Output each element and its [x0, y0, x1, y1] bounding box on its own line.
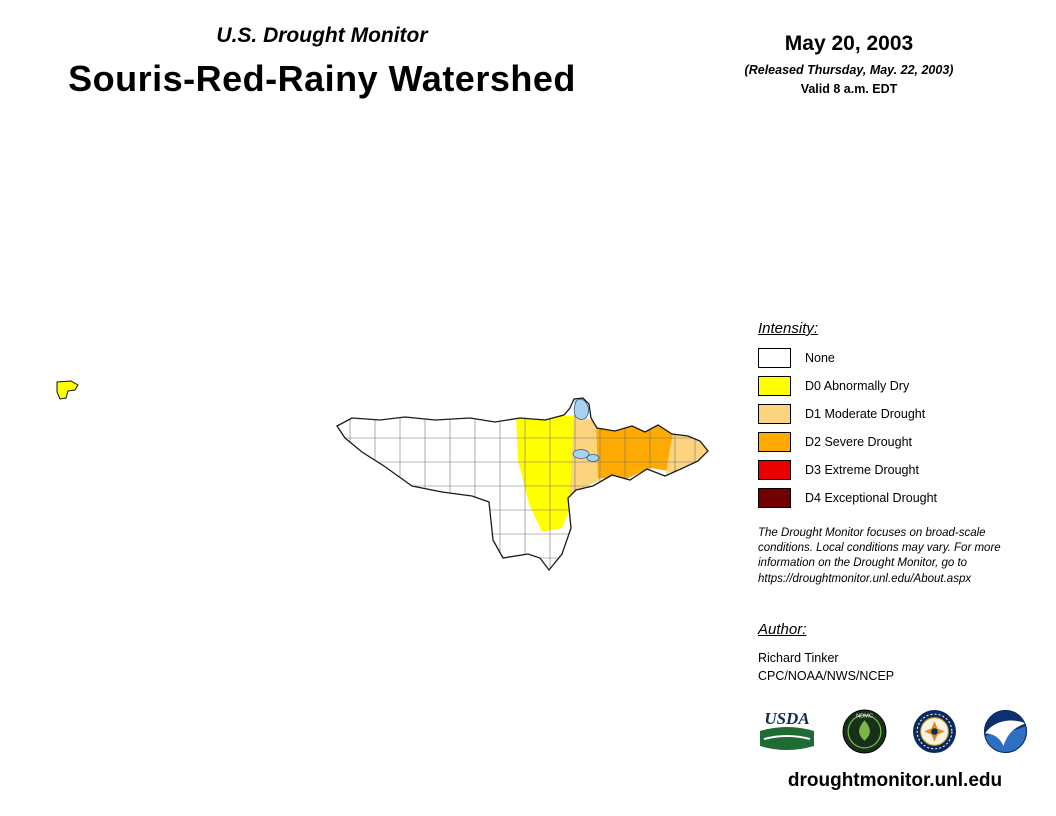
- agency-logos: USDA NDMC: [758, 708, 1028, 754]
- usda-logo-text: USDA: [764, 709, 809, 728]
- footer-url: droughtmonitor.unl.edu: [787, 770, 1003, 791]
- swatch-d4: [758, 488, 791, 508]
- valid-time: Valid 8 a.m. EDT: [800, 82, 898, 96]
- disclaimer-text: The Drought Monitor focuses on broad-sca…: [758, 527, 1001, 585]
- noaa-logo: [983, 709, 1027, 753]
- author-block: Author: Richard Tinker CPC/NOAA/NWS/NCEP: [758, 621, 1032, 687]
- swatch-d2: [758, 432, 791, 452]
- header-date-block: May 20, 2003 (Released Thursday, May. 22…: [716, 32, 982, 96]
- author-title: Author:: [758, 620, 807, 638]
- legend-label-d4: D4 Exceptional Drought: [805, 491, 938, 505]
- commerce-seal-logo: [913, 709, 957, 753]
- legend-row-d0: D0 Abnormally Dry: [758, 376, 1032, 396]
- author-org: CPC/NOAA/NWS/NCEP: [758, 669, 895, 684]
- usda-logo: USDA: [760, 709, 814, 751]
- lake-upper-red: [572, 449, 590, 459]
- page-title: Souris-Red-Rainy Watershed: [68, 58, 576, 99]
- legend-row-d2: D2 Severe Drought: [758, 432, 1032, 452]
- legend-label-d1: D1 Moderate Drought: [805, 407, 926, 421]
- report-type-title: U.S. Drought Monitor: [216, 24, 428, 47]
- legend-label-d3: D3 Extreme Drought: [805, 463, 919, 477]
- swatch-d3: [758, 460, 791, 480]
- legend-row-d1: D1 Moderate Drought: [758, 404, 1032, 424]
- release-date: (Released Thursday, May. 22, 2003): [744, 63, 954, 77]
- ndmc-logo-text: NDMC: [856, 713, 873, 719]
- legend: Intensity: None D0 Abnormally Dry D1 Mod…: [758, 320, 1032, 754]
- legend-row-d4: D4 Exceptional Drought: [758, 488, 1032, 508]
- report-date: May 20, 2003: [784, 32, 914, 55]
- watershed-outline: [336, 397, 709, 572]
- swatch-none: [758, 348, 791, 368]
- map-west-fragment-d0: [56, 380, 79, 400]
- legend-label-d0: D0 Abnormally Dry: [805, 379, 910, 393]
- map-none-region: [337, 398, 708, 570]
- legend-row-d3: D3 Extreme Drought: [758, 460, 1032, 480]
- legend-row-none: None: [758, 348, 1032, 368]
- header-title-block: U.S. Drought Monitor Souris-Red-Rainy Wa…: [8, 24, 636, 100]
- ndmc-logo: NDMC: [842, 709, 887, 754]
- swatch-d1: [758, 404, 791, 424]
- lake-north: [573, 398, 590, 420]
- legend-label-none: None: [805, 351, 835, 365]
- map-d0-region: [516, 416, 576, 532]
- legend-title: Intensity:: [758, 320, 819, 337]
- lake-lower-red: [586, 454, 600, 462]
- author-name: Richard Tinker: [758, 650, 839, 665]
- map-d2-region: [596, 420, 688, 480]
- swatch-d0: [758, 376, 791, 396]
- legend-label-d2: D2 Severe Drought: [805, 435, 913, 449]
- watershed-map: [56, 380, 709, 572]
